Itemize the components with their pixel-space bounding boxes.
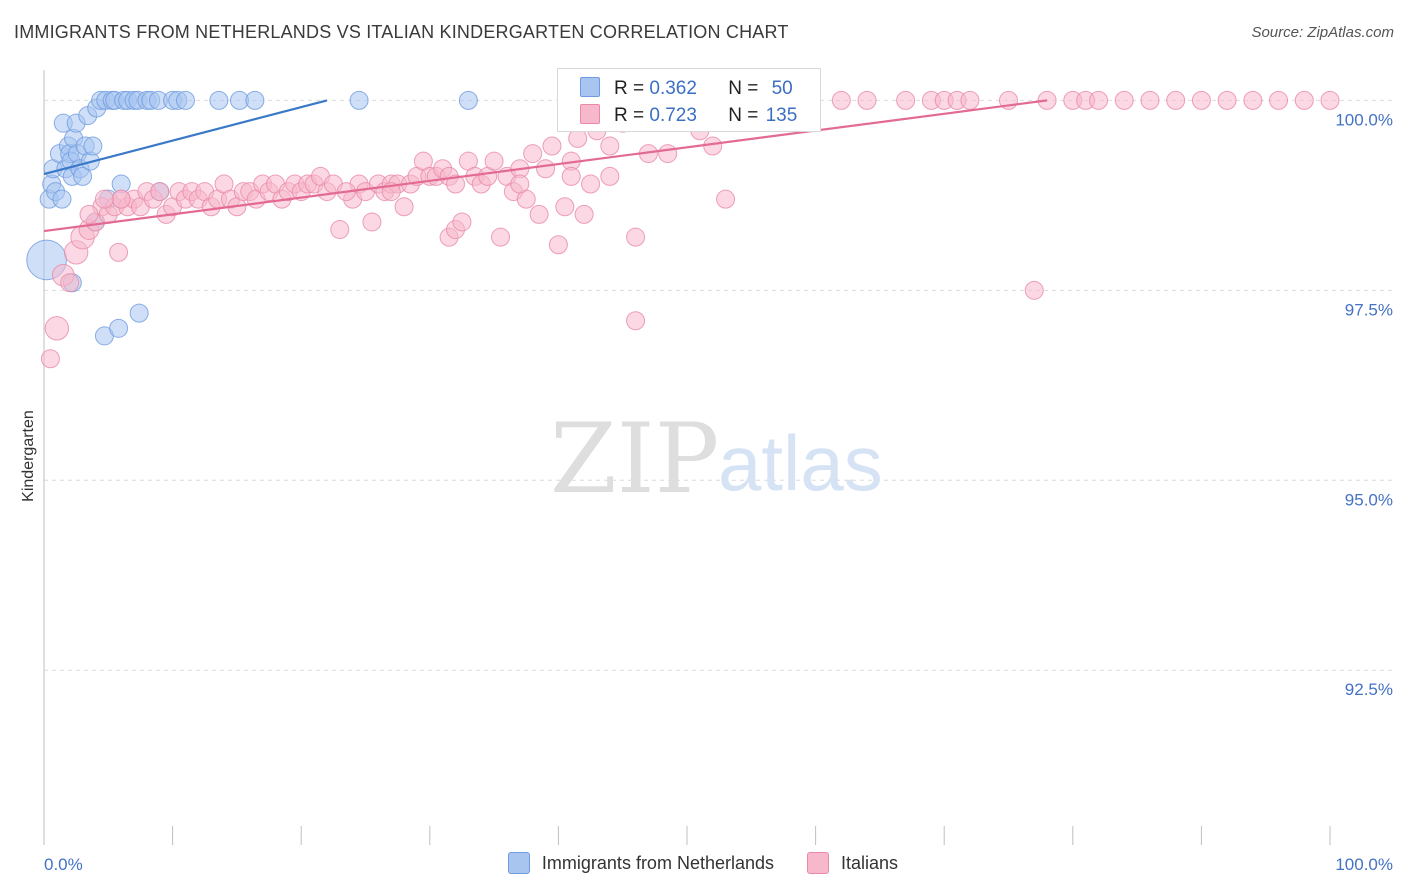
data-point (362, 212, 382, 232)
legend-swatch-italians (807, 852, 830, 874)
y-tick-label: 95.0% (1345, 490, 1393, 509)
points-layer (26, 90, 1340, 369)
data-point (1320, 90, 1340, 110)
data-point (491, 227, 511, 247)
data-point (896, 90, 916, 110)
data-point (109, 242, 129, 262)
data-point (52, 189, 72, 209)
data-point (542, 136, 562, 156)
data-point (1294, 90, 1314, 110)
legend-swatch-netherlands (580, 77, 600, 97)
data-point (536, 159, 556, 179)
data-point (245, 90, 265, 110)
r-label: R = (614, 105, 645, 126)
data-point (60, 273, 80, 293)
data-point (83, 136, 103, 156)
watermark-atlas: atlas (718, 419, 883, 507)
data-point (561, 166, 581, 186)
trend-line-netherlands (43, 99, 328, 176)
r-value-italians: 0.723 (649, 105, 697, 126)
data-point (523, 144, 543, 164)
legend-item-italians: Italians (807, 852, 898, 874)
data-point (581, 174, 601, 194)
data-point (548, 235, 568, 255)
data-point (600, 166, 620, 186)
data-point (1114, 90, 1134, 110)
data-point (79, 204, 99, 224)
series-italians (40, 90, 1340, 369)
data-point (73, 166, 93, 186)
data-point (349, 90, 369, 110)
n-value-netherlands: 50 (771, 78, 793, 99)
data-point (1243, 90, 1263, 110)
data-point (94, 189, 114, 209)
legend-swatch-netherlands (507, 852, 530, 874)
y-tick-label: 97.5% (1345, 300, 1393, 319)
data-point (458, 90, 478, 110)
data-point (1269, 90, 1289, 110)
trend-layer (43, 99, 1048, 233)
r-label: R = (614, 78, 645, 99)
data-point (529, 204, 549, 224)
correlation-legend: R = 0.362 N = 50 R = 0.723 N = 135 (557, 68, 821, 132)
data-point (510, 174, 530, 194)
source-note: Source: ZipAtlas.com (1251, 24, 1394, 41)
data-point (175, 90, 195, 110)
data-point (484, 151, 504, 171)
data-point (1191, 90, 1211, 110)
y-tick-label: 100.0% (1335, 110, 1393, 129)
data-point (209, 90, 229, 110)
legend-row-italians: R = 0.723 N = 135 (580, 104, 797, 128)
legend-label-netherlands: Immigrants from Netherlands (541, 852, 774, 873)
x-tick-label: 100.0% (1335, 855, 1393, 874)
legend-swatch-italians (580, 104, 600, 124)
y-tick-label: 92.5% (1345, 680, 1393, 699)
data-point (1166, 90, 1186, 110)
data-point (1024, 280, 1044, 300)
data-point (574, 204, 594, 224)
series-legend: Immigrants from Netherlands Italians (0, 852, 1406, 879)
data-point (111, 189, 131, 209)
legend-item-netherlands: Immigrants from Netherlands (507, 852, 774, 874)
data-point (960, 90, 980, 110)
legend-label-italians: Italians (841, 852, 899, 873)
data-point (831, 90, 851, 110)
r-value-netherlands: 0.362 (649, 78, 697, 99)
data-point (703, 136, 723, 156)
data-point (109, 318, 129, 338)
data-point (44, 316, 70, 341)
data-point (658, 144, 678, 164)
legend-row-netherlands: R = 0.362 N = 50 (580, 77, 793, 101)
data-point (394, 197, 414, 217)
data-point (446, 174, 466, 194)
data-point (857, 90, 877, 110)
data-point (1140, 90, 1160, 110)
x-tick-label: 0.0% (44, 855, 83, 874)
data-point (1217, 90, 1237, 110)
data-point (626, 311, 646, 331)
data-point (330, 220, 350, 240)
data-point (555, 197, 575, 217)
data-point (600, 136, 620, 156)
watermark-zip: ZIP (550, 403, 719, 515)
data-point (626, 227, 646, 247)
chart-title: IMMIGRANTS FROM NETHERLANDS VS ITALIAN K… (14, 22, 789, 42)
data-point (1089, 90, 1109, 110)
data-point (40, 349, 60, 369)
data-point (150, 182, 170, 202)
data-point (716, 189, 736, 209)
data-point (568, 128, 588, 148)
n-label: N = (728, 78, 759, 99)
y-axis-label: Kindergarten (20, 410, 37, 502)
n-value-italians: 135 (765, 105, 798, 126)
trend-line-italians (43, 99, 1048, 233)
data-point (452, 212, 472, 232)
data-point (129, 303, 149, 323)
n-label: N = (728, 105, 759, 126)
